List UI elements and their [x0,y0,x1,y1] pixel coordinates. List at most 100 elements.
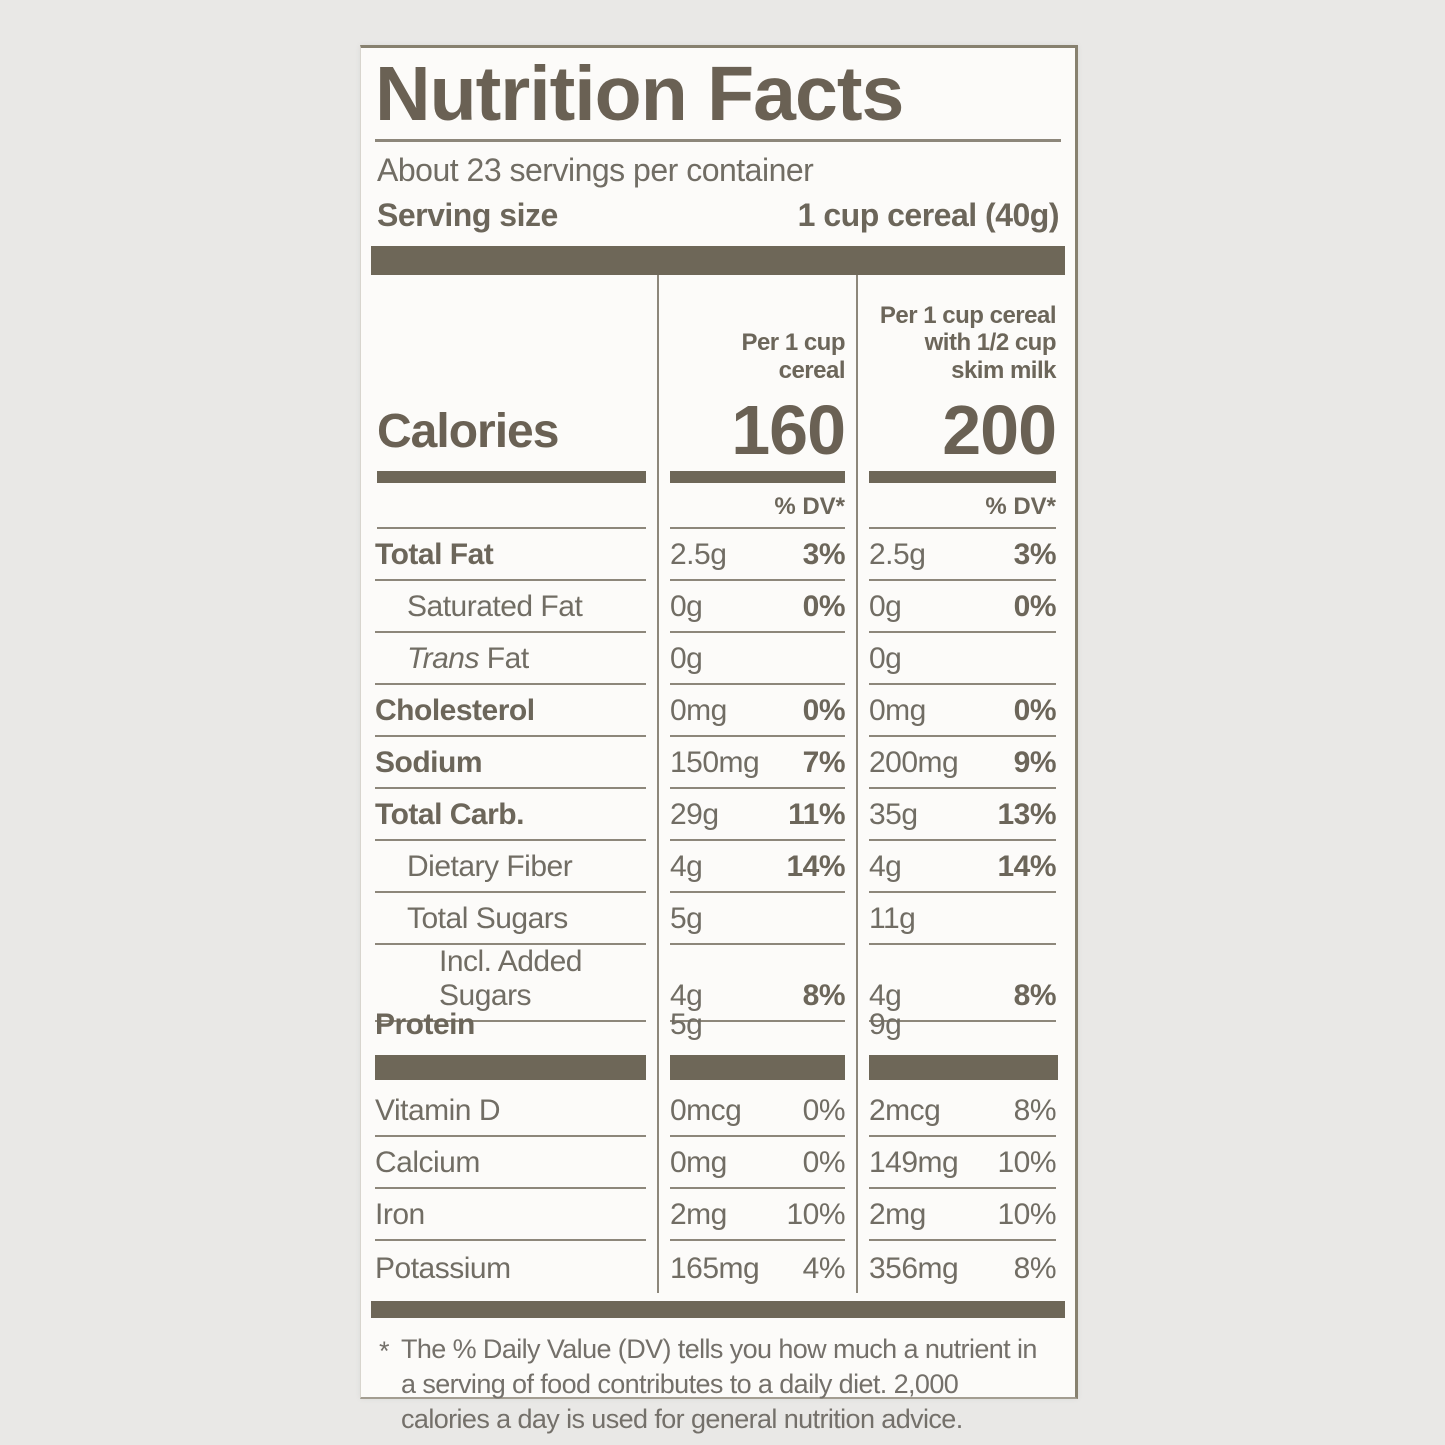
dv-cereal: 3% [802,538,846,571]
amount-with-milk: 9g [869,1008,902,1041]
dv-with-milk: 9% [1013,746,1057,779]
footnote: * The % Daily Value (DV) tells you how m… [379,1332,1049,1437]
dv-with-milk: 8% [1013,1094,1057,1127]
column1-header: Per 1 cup cereal [741,329,845,384]
table-row: Saturated Fat 0g 0% 0g 0% [361,581,1075,633]
nutrient-label: Total Carb. [375,798,524,831]
serving-size-label: Serving size [377,197,558,233]
section-bar-bottom [371,1301,1065,1318]
table-row: Sodium 150mg 7% 200mg 9% [361,737,1075,789]
amount-with-milk: 2mg [869,1198,926,1231]
amount-with-milk: 2.5g [869,538,926,571]
dv-header-col2: % DV* [869,483,1056,529]
table-row: Total Fat 2.5g 3% 2.5g 3% [361,529,1075,581]
amount-with-milk: 0g [869,590,902,623]
amount-cereal: 0g [670,642,703,675]
dv-cereal: 14% [786,850,845,883]
dv-cereal: 7% [802,746,846,779]
amount-with-milk: 0mg [869,694,926,727]
column-divider-1 [657,275,659,1293]
nutrient-label: Vitamin D [375,1094,501,1127]
dv-cereal: 4% [802,1252,846,1285]
amount-with-milk: 35g [869,798,918,831]
dv-with-milk: 0% [1013,694,1057,727]
dv-with-milk: 3% [1013,538,1057,571]
nutrient-label: Sodium [375,746,483,779]
nutrient-label: Iron [375,1198,425,1231]
table-row: Potassium 165mg 4% 356mg 8% [361,1241,1075,1293]
section-bar-top [371,246,1065,275]
daily-value-header-row: % DV* % DV* [361,483,1075,529]
nutrient-label: Protein [375,1008,475,1041]
dv-cereal: 10% [786,1198,845,1231]
table-row: Dietary Fiber 4g 14% 4g 14% [361,841,1075,893]
table-row: Incl. Added Sugars 4g 8% 4g 8% [361,945,1075,1022]
amount-cereal: 5g [670,1008,703,1041]
amount-cereal: 165mg [670,1252,760,1285]
table-row: Vitamin D 0mcg 0% 2mcg 8% [361,1085,1075,1137]
calories-underline-row [361,471,1075,483]
amount-cereal: 29g [670,798,719,831]
table-row: Total Carb. 29g 11% 35g 13% [361,789,1075,841]
amount-cereal: 2mg [670,1198,727,1231]
main-nutrient-rows: Total Fat 2.5g 3% 2.5g 3% Saturated Fat … [361,529,1075,1049]
servings-per-container: About 23 servings per container [377,152,814,188]
nutrient-table: Calories Per 1 cup cereal 160 Per 1 cup … [361,275,1075,1293]
dv-cereal: 11% [788,798,845,831]
table-row: Cholesterol 0mg 0% 0mg 0% [361,685,1075,737]
amount-with-milk: 4g [869,850,902,883]
dv-with-milk: 0% [1013,590,1057,623]
amount-with-milk: 11g [869,902,916,935]
amount-with-milk: 356mg [869,1252,959,1285]
table-row: Total Sugars 5g 11g [361,893,1075,945]
dv-with-milk: 10% [997,1146,1056,1179]
amount-cereal: 150mg [670,746,760,779]
nutrient-label: Trans Fat [407,642,529,675]
dv-with-milk: 14% [997,850,1056,883]
calories-col1: Per 1 cup cereal 160 [670,275,846,469]
amount-with-milk: 4g [869,979,902,1012]
table-row: Iron 2mg 10% 2mg 10% [361,1189,1075,1241]
calories-value-cereal: 160 [731,390,846,469]
calories-label: Calories [377,405,559,458]
amount-cereal: 4g [670,979,703,1012]
amount-with-milk: 2mcg [869,1094,941,1127]
dv-cereal: 0% [802,590,846,623]
table-row: Protein 5g 9g [361,997,1075,1049]
table-row: Trans Fat 0g 0g [361,633,1075,685]
calories-value-with-milk: 200 [942,390,1057,469]
nutrient-label: Calcium [375,1146,480,1179]
dv-cereal: 0% [802,1094,846,1127]
nutrient-label: Total Fat [375,538,494,571]
dv-cereal: 0% [802,694,846,727]
amount-cereal: 0mcg [670,1094,742,1127]
calories-col2: Per 1 cup cereal with 1/2 cup skim milk … [869,275,1057,469]
nutrient-label: Dietary Fiber [407,850,573,883]
nutrient-label: Potassium [375,1252,511,1285]
nutrient-label: Saturated Fat [407,590,583,623]
table-row: Calcium 0mg 0% 149mg 10% [361,1137,1075,1189]
serving-size-value: 1 cup cereal (40g) [797,197,1060,233]
section-bar-middle [361,1049,1075,1085]
page-title: Nutrition Facts [375,51,904,137]
amount-with-milk: 200mg [869,746,959,779]
column-divider-2 [856,275,858,1293]
amount-cereal: 2.5g [670,538,727,571]
amount-with-milk: 0g [869,642,902,675]
dv-header-col1: % DV* [670,483,845,529]
micronutrient-rows: Vitamin D 0mcg 0% 2mcg 8% Calcium 0mg 0%… [361,1085,1075,1293]
amount-cereal: 4g [670,850,703,883]
footnote-text: The % Daily Value (DV) tells you how muc… [401,1334,1037,1435]
column2-header: Per 1 cup cereal with 1/2 cup skim milk [879,301,1057,384]
serving-size-row: Serving size 1 cup cereal (40g) [377,197,1060,234]
dv-cereal: 0% [802,1146,846,1179]
nutrient-label: Incl. Added Sugars [439,945,582,1012]
amount-cereal: 0g [670,590,703,623]
footnote-asterisk: * [379,1336,390,1366]
dv-cereal: 8% [802,979,846,1012]
nutrient-label: Total Sugars [407,902,568,935]
amount-cereal: 5g [670,902,703,935]
dv-with-milk: 13% [997,798,1056,831]
title-divider [375,139,1061,142]
calories-row: Calories Per 1 cup cereal 160 Per 1 cup … [361,275,1075,469]
